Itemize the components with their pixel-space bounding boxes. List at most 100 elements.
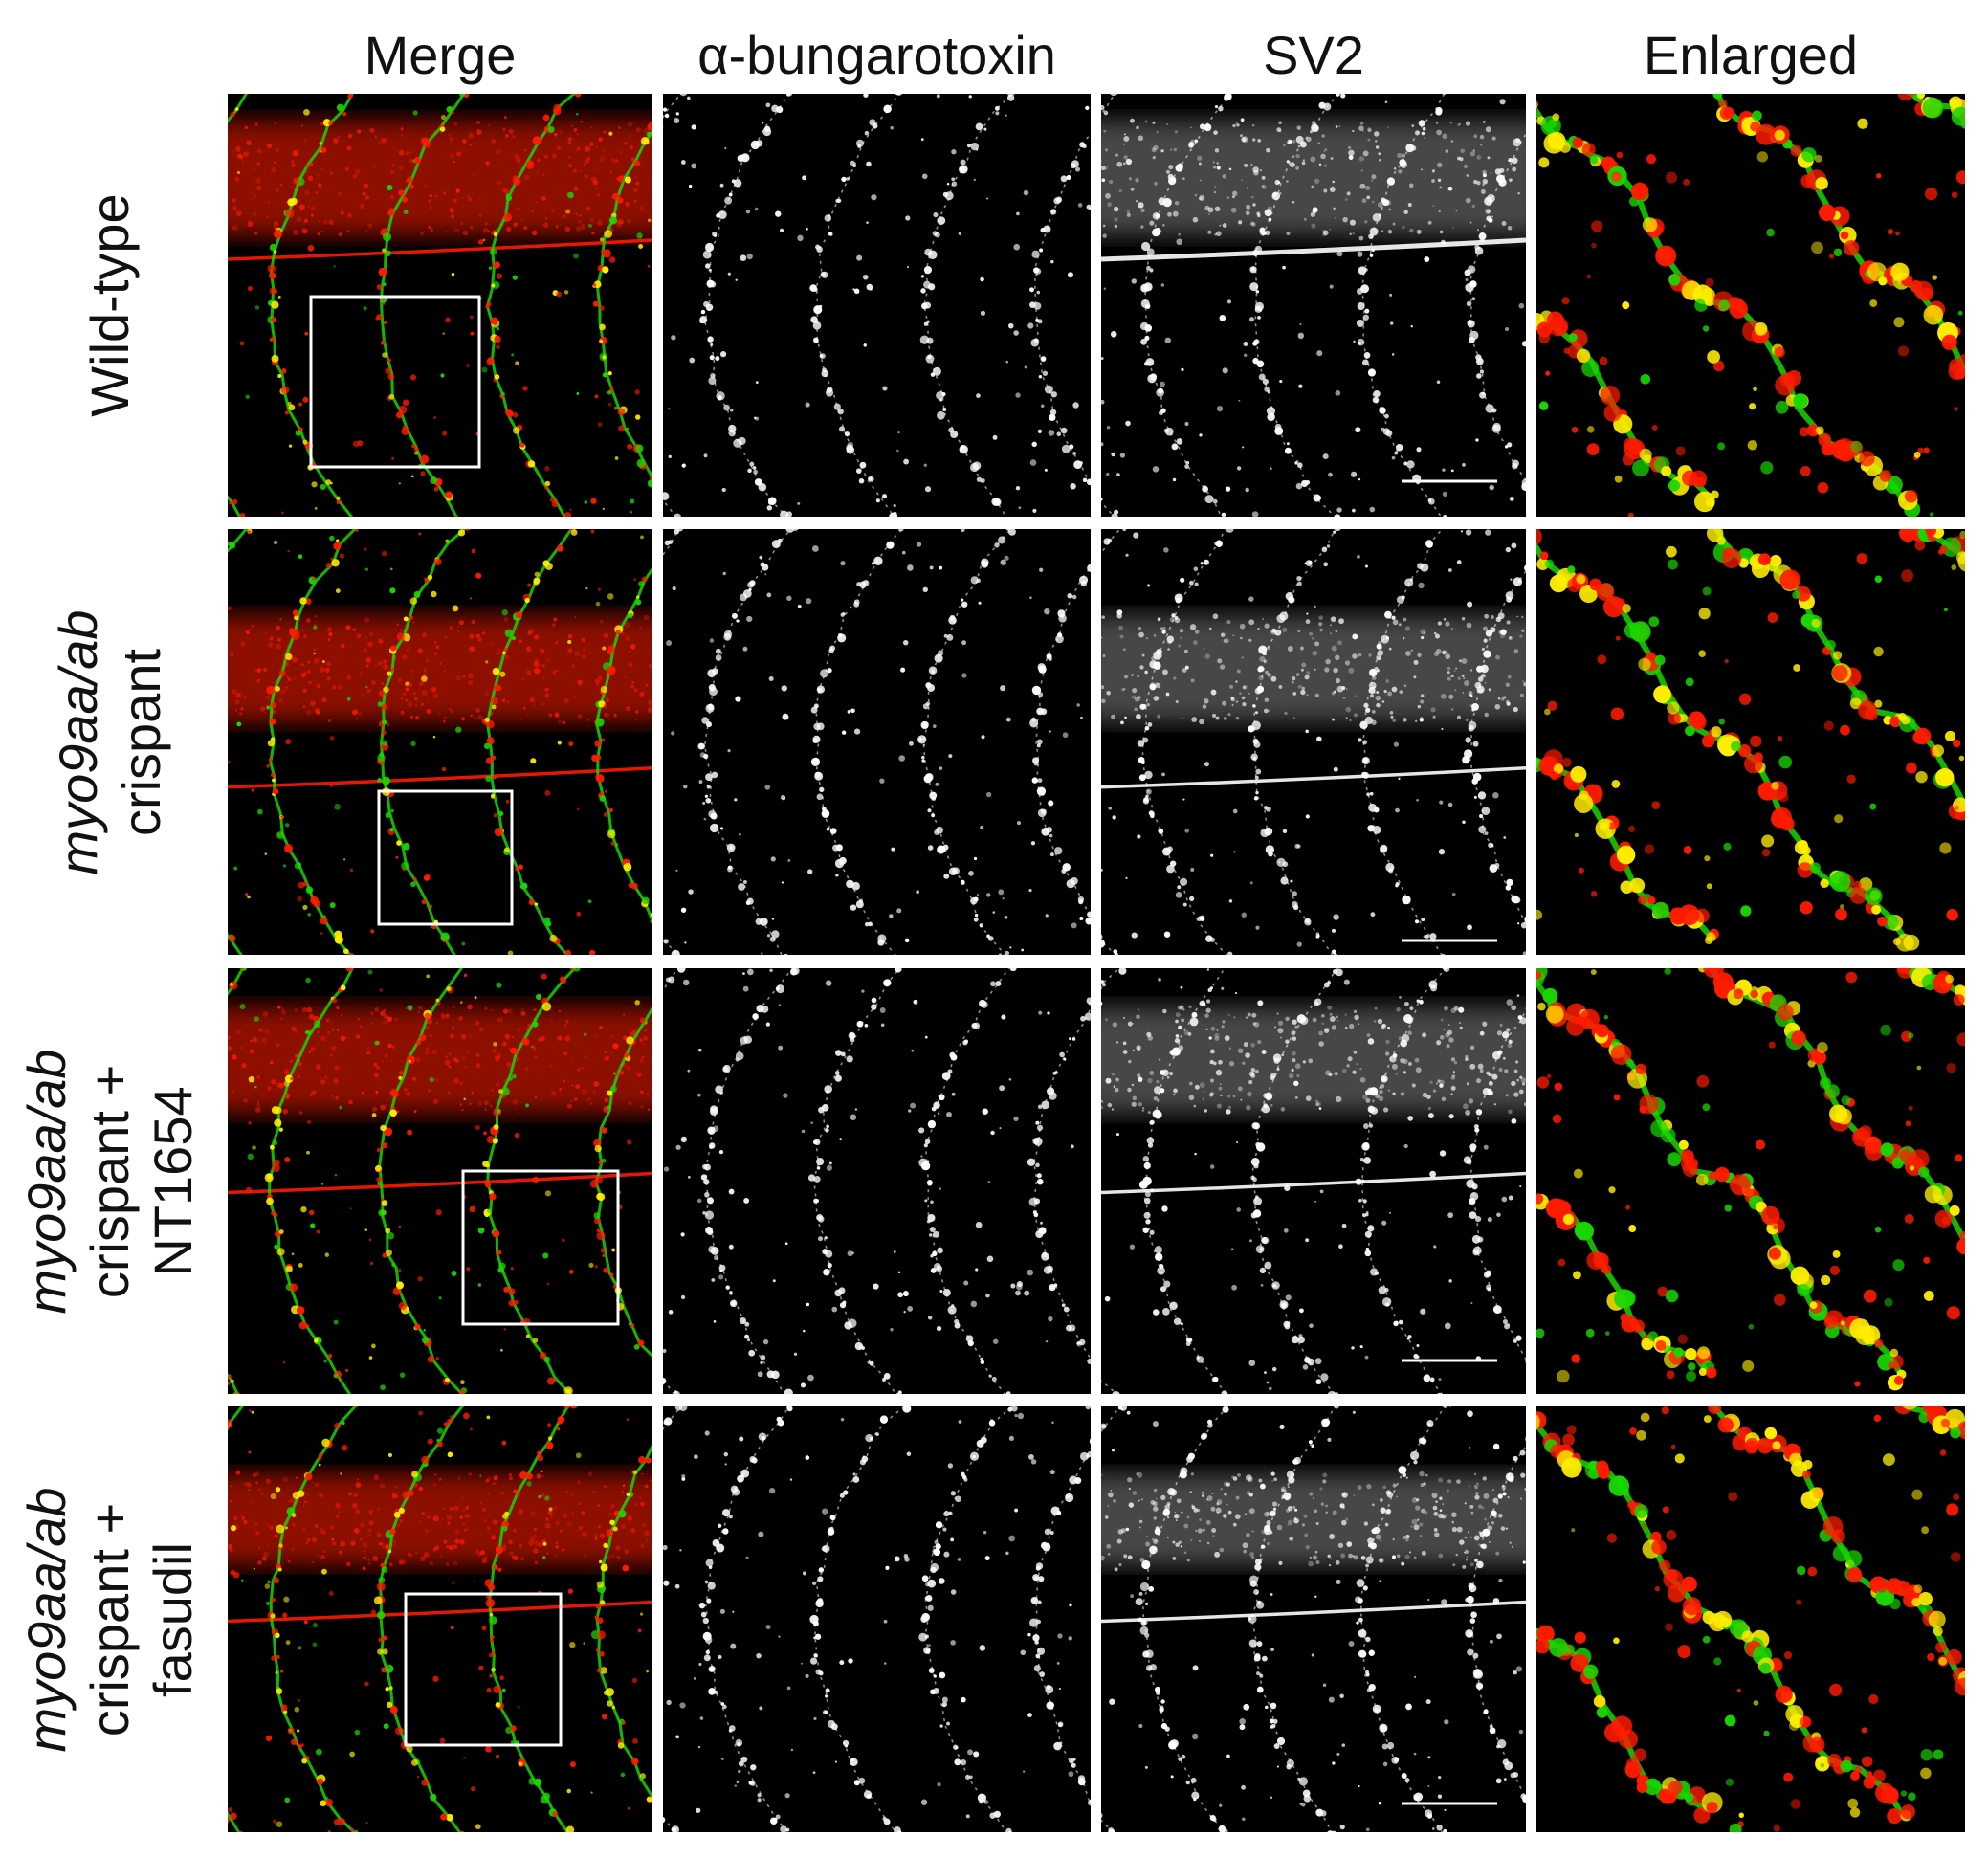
synaptic-punctum xyxy=(1060,427,1068,434)
synaptic-punctum xyxy=(239,954,245,955)
punctum xyxy=(1483,638,1488,643)
synaptic-punctum xyxy=(1549,574,1568,593)
punctum xyxy=(840,561,846,566)
synaptic-punctum xyxy=(1169,860,1177,867)
synaptic-punctum xyxy=(600,1248,607,1253)
synaptic-punctum xyxy=(1160,1286,1166,1293)
synaptic-punctum xyxy=(752,1013,759,1020)
synaptic-punctum xyxy=(822,367,827,373)
synaptic-punctum xyxy=(488,266,493,270)
punctum xyxy=(442,332,446,335)
synaptic-punctum xyxy=(1819,204,1836,222)
punctum xyxy=(1439,800,1444,805)
punctum xyxy=(986,893,991,897)
synaptic-punctum xyxy=(872,122,878,129)
synaptic-punctum xyxy=(995,981,1002,987)
punctum xyxy=(727,748,731,753)
punctum xyxy=(646,131,652,137)
synaptic-punctum xyxy=(827,214,831,218)
synaptic-punctum xyxy=(928,283,936,291)
synaptic-punctum xyxy=(1140,283,1149,293)
synaptic-punctum xyxy=(1155,213,1160,218)
synaptic-punctum xyxy=(1294,461,1298,465)
punctum xyxy=(1389,1211,1392,1214)
punctum xyxy=(563,1079,566,1083)
punctum xyxy=(317,183,322,188)
synaptic-punctum xyxy=(1488,1073,1491,1077)
punctum xyxy=(398,482,401,485)
synaptic-punctum xyxy=(736,619,740,623)
synaptic-punctum xyxy=(1226,951,1233,955)
punctum xyxy=(755,381,759,384)
synaptic-punctum xyxy=(272,778,276,783)
synaptic-punctum xyxy=(519,442,525,448)
synaptic-punctum xyxy=(298,1321,308,1330)
punctum xyxy=(1462,463,1466,467)
synaptic-punctum xyxy=(1185,1337,1192,1343)
punctum xyxy=(1416,447,1422,453)
punctum xyxy=(674,117,680,124)
punctum xyxy=(1756,151,1768,163)
synaptic-punctum xyxy=(430,476,438,485)
punctum xyxy=(284,1157,291,1163)
axon-tract xyxy=(1141,529,1228,955)
synaptic-punctum xyxy=(1404,578,1414,587)
synaptic-punctum xyxy=(1668,711,1681,725)
punctum xyxy=(1152,466,1160,473)
punctum xyxy=(232,1054,237,1060)
punctum xyxy=(680,1294,686,1300)
synaptic-punctum xyxy=(1174,615,1179,620)
synaptic-punctum xyxy=(1087,911,1091,918)
punctum xyxy=(1442,651,1446,654)
synaptic-punctum xyxy=(274,1118,282,1127)
synaptic-punctum xyxy=(1757,553,1771,566)
punctum xyxy=(1415,719,1418,722)
synaptic-punctum xyxy=(1040,227,1046,233)
punctum xyxy=(1129,118,1135,123)
punctum xyxy=(647,264,651,268)
synaptic-punctum xyxy=(1327,981,1332,984)
synaptic-punctum xyxy=(592,300,599,307)
punctum xyxy=(712,1125,719,1132)
synaptic-punctum xyxy=(824,1085,832,1094)
synaptic-punctum xyxy=(1468,725,1475,732)
punctum xyxy=(589,949,596,955)
synaptic-punctum xyxy=(1491,843,1494,847)
synaptic-punctum xyxy=(409,615,413,620)
punctum xyxy=(1561,757,1572,767)
synaptic-punctum xyxy=(1264,387,1270,392)
synaptic-punctum xyxy=(1471,702,1479,711)
synaptic-punctum xyxy=(435,998,440,1003)
synaptic-punctum xyxy=(1205,935,1213,942)
synaptic-punctum xyxy=(498,810,504,817)
punctum xyxy=(902,639,909,646)
synaptic-punctum xyxy=(1256,685,1265,694)
punctum xyxy=(1005,114,1007,117)
punctum xyxy=(778,1045,784,1051)
punctum xyxy=(614,456,619,460)
synaptic-punctum xyxy=(276,831,285,840)
synaptic-punctum xyxy=(810,316,818,323)
synaptic-punctum xyxy=(284,1093,291,1098)
punctum xyxy=(1914,540,1926,551)
synaptic-punctum xyxy=(641,576,648,583)
synaptic-punctum xyxy=(1194,582,1199,586)
synaptic-punctum xyxy=(1335,515,1339,517)
column-title-3: SV2 xyxy=(1263,25,1364,85)
synaptic-punctum xyxy=(382,352,387,358)
synaptic-punctum xyxy=(973,896,979,902)
punctum xyxy=(1324,1028,1330,1033)
punctum xyxy=(889,914,894,918)
punctum xyxy=(1138,202,1144,209)
punctum xyxy=(594,394,599,399)
synaptic-punctum xyxy=(827,668,832,674)
synaptic-punctum xyxy=(377,1182,382,1185)
synaptic-punctum xyxy=(1167,846,1173,852)
punctum xyxy=(835,873,839,877)
synaptic-punctum xyxy=(1214,542,1219,546)
punctum xyxy=(1341,1223,1347,1228)
punctum xyxy=(590,529,595,534)
synaptic-punctum xyxy=(1769,554,1782,567)
synaptic-punctum xyxy=(1032,1210,1037,1215)
synaptic-punctum xyxy=(1101,104,1105,111)
